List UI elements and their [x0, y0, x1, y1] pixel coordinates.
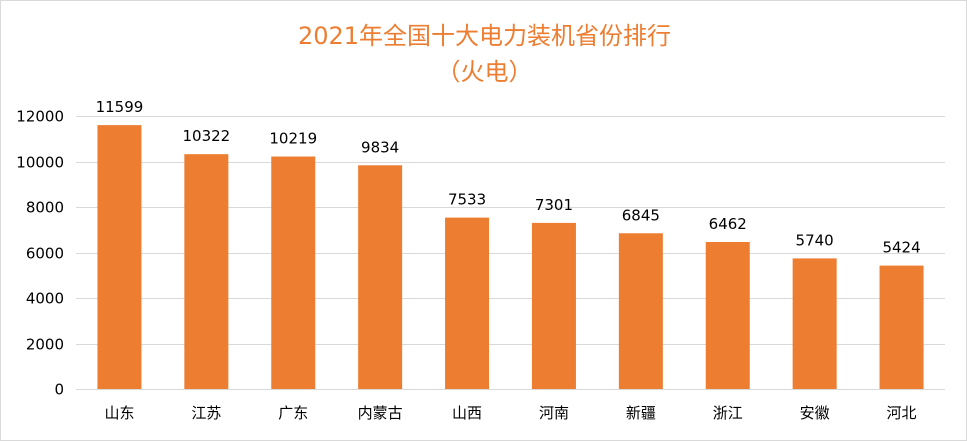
bar [271, 156, 316, 389]
y-tick-label: 4000 [26, 290, 64, 308]
x-axis: 山东 江苏 广东 内蒙古 山西 河南 新疆 浙江 安徽 河北 [76, 389, 945, 422]
data-labels: 11599 10322 10219 9834 7533 7301 6845 6462 5740 5… [96, 98, 921, 256]
data-label: 5424 [882, 239, 920, 257]
data-label: 6845 [622, 206, 660, 224]
bars [97, 125, 924, 390]
y-tick-label: 12000 [16, 108, 64, 126]
data-label: 7533 [448, 191, 486, 209]
x-tick-label: 河南 [539, 404, 569, 422]
data-label: 9834 [361, 138, 399, 156]
x-tick-label: 广东 [278, 404, 308, 422]
bar [792, 258, 837, 389]
x-tick-label: 内蒙古 [358, 404, 403, 422]
y-axis: 0 2000 4000 6000 8000 10000 12000 [16, 108, 64, 399]
y-tick-label: 0 [54, 381, 64, 399]
x-tick-label: 江苏 [191, 404, 221, 422]
data-label: 10322 [182, 127, 230, 145]
bar [705, 241, 750, 389]
y-tick-label: 10000 [16, 154, 64, 172]
data-label: 10219 [269, 130, 317, 148]
bar [97, 125, 142, 390]
x-tick-label: 山西 [452, 404, 482, 422]
x-tick-label: 浙江 [713, 404, 743, 422]
bar [445, 217, 490, 389]
x-tick-label: 山东 [104, 404, 134, 422]
chart-subtitle: （火电） [436, 58, 533, 86]
y-tick-label: 2000 [26, 336, 64, 354]
data-label: 11599 [96, 98, 144, 116]
x-tick-label: 安徽 [800, 404, 830, 422]
x-tick-label: 新疆 [626, 404, 656, 422]
y-tick-label: 8000 [26, 199, 64, 217]
x-tick-label: 河北 [887, 404, 917, 422]
bar [618, 233, 663, 389]
data-label: 6462 [709, 215, 747, 233]
chart-title: 2021年全国十大电力装机省份排行 [297, 22, 672, 50]
data-label: 7301 [535, 196, 573, 214]
y-tick-label: 6000 [26, 245, 64, 263]
bar [358, 165, 403, 389]
bar [184, 154, 229, 389]
bar [879, 265, 924, 389]
bar [531, 222, 576, 389]
data-label: 5740 [796, 231, 834, 249]
